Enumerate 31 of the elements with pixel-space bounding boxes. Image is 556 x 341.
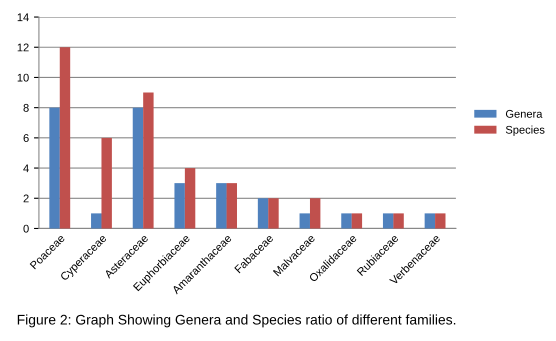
legend-label: Species	[506, 126, 544, 136]
bar	[382, 213, 394, 228]
bar	[143, 92, 154, 228]
bar	[101, 138, 112, 228]
y-tick-label: 6	[24, 134, 29, 142]
bar	[226, 183, 237, 228]
bar	[435, 213, 446, 228]
bar	[184, 168, 196, 228]
bar	[393, 213, 404, 228]
bar	[341, 213, 352, 228]
y-tick-label: 4	[23, 164, 29, 172]
y-tick-label: 0	[23, 224, 29, 233]
bar	[132, 108, 144, 228]
bar	[91, 213, 102, 228]
bar	[310, 198, 320, 228]
bar	[352, 213, 362, 228]
y-tick-label: 10	[18, 74, 29, 82]
bar	[216, 183, 227, 228]
bar	[174, 183, 185, 228]
bar	[300, 213, 310, 228]
bar	[49, 108, 60, 228]
bar	[258, 198, 268, 228]
y-tick-label: 2	[24, 194, 29, 202]
bar	[424, 213, 436, 228]
y-tick-label: 14	[18, 13, 29, 22]
bar	[268, 198, 279, 228]
caption: Figure 2: Graph Showing Genera and Species ratio of different families.	[18, 314, 456, 328]
bar	[60, 47, 70, 228]
y-tick-label: 8	[24, 104, 29, 112]
y-tick-label: 12	[18, 44, 29, 52]
legend-label: Genera	[506, 110, 542, 118]
